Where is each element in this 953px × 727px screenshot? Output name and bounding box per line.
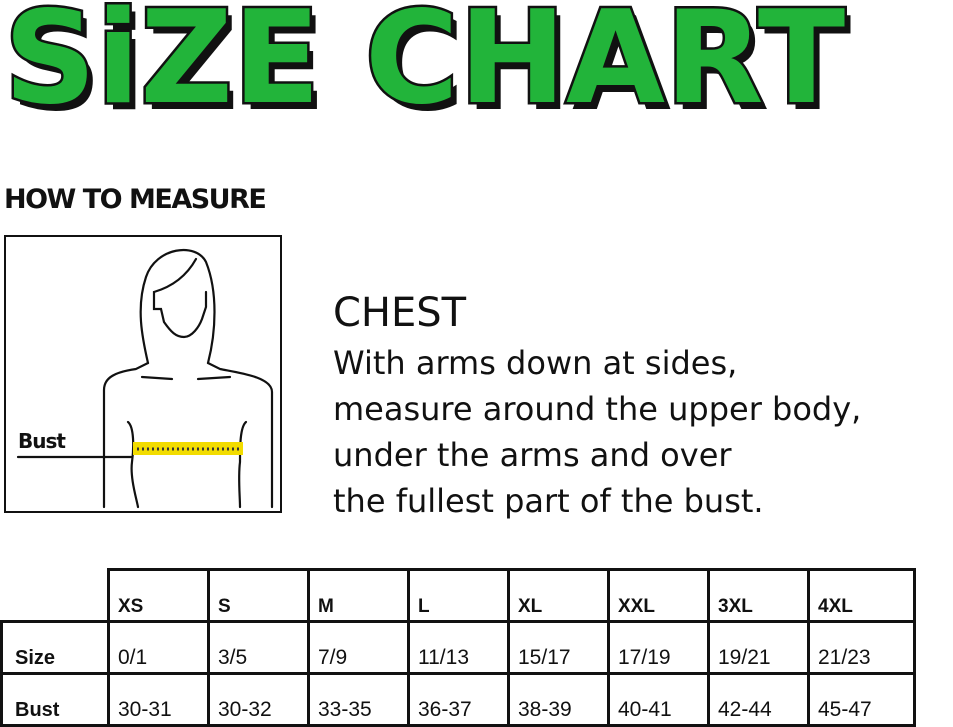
how-to-measure-heading: HOW TO MEASURE xyxy=(4,184,267,215)
chest-instructions: With arms down at sides, measure around … xyxy=(333,344,862,520)
table-row: Size 0/1 3/5 7/9 11/13 15/17 17/19 19/21… xyxy=(0,620,916,675)
table-cell: 40-41 xyxy=(607,672,710,727)
table-cell: 21/23 xyxy=(807,620,916,675)
table-cell: 30-31 xyxy=(107,672,210,727)
measurement-figure: Bust xyxy=(4,235,282,513)
size-chart-title: SiZE CHART xyxy=(1,0,847,136)
size-header: M xyxy=(307,568,410,623)
table-cell: 15/17 xyxy=(507,620,610,675)
size-table: XS S M L XL XXL 3XL 4XL Size 0/1 3/5 7/9… xyxy=(0,568,916,727)
table-cell: 42-44 xyxy=(707,672,810,727)
size-header: XS xyxy=(107,568,210,623)
table-header-row: XS S M L XL XXL 3XL 4XL xyxy=(1,568,916,623)
table-cell: 38-39 xyxy=(507,672,610,727)
chest-heading: CHEST xyxy=(333,290,467,336)
table-cell: 36-37 xyxy=(407,672,510,727)
table-cell: 11/13 xyxy=(407,620,510,675)
table-cell: 19/21 xyxy=(707,620,810,675)
size-header: 4XL xyxy=(807,568,916,623)
table-cell: 17/19 xyxy=(607,620,710,675)
size-header: XL xyxy=(507,568,610,623)
size-header: S xyxy=(207,568,310,623)
table-cell: 0/1 xyxy=(107,620,210,675)
size-header: L xyxy=(407,568,510,623)
row-label: Bust xyxy=(0,672,110,727)
table-cell: 3/5 xyxy=(207,620,310,675)
table-cell: 30-32 xyxy=(207,672,310,727)
table-cell: 33-35 xyxy=(307,672,410,727)
size-header: 3XL xyxy=(707,568,810,623)
woman-outline-illustration xyxy=(16,248,274,509)
size-header: XXL xyxy=(607,568,710,623)
table-cell: 45-47 xyxy=(807,672,916,727)
bust-label: Bust xyxy=(18,429,66,453)
table-cell: 7/9 xyxy=(307,620,410,675)
corner-cell xyxy=(1,569,110,623)
row-label: Size xyxy=(0,620,110,675)
table-row: Bust 30-31 30-32 33-35 36-37 38-39 40-41… xyxy=(0,672,916,727)
